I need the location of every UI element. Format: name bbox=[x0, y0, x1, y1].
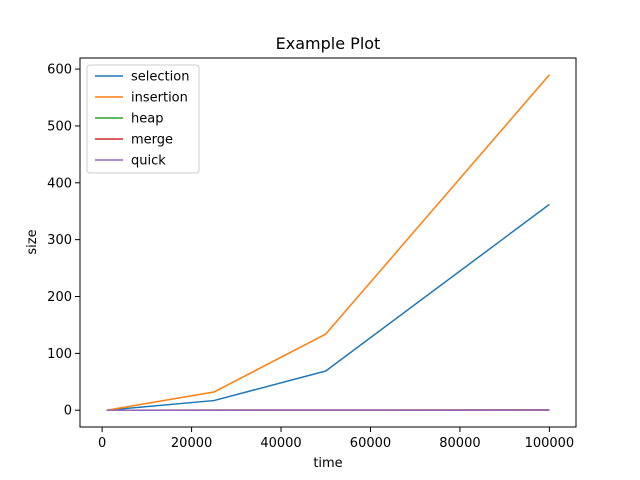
legend-label-heap: heap bbox=[131, 112, 163, 127]
x-tick-label: 40000 bbox=[260, 436, 301, 451]
legend: selection insertion heap merge quick bbox=[86, 64, 200, 174]
plot-frame bbox=[79, 57, 577, 428]
y-axis-label: size bbox=[25, 229, 40, 254]
x-tick-label: 0 bbox=[98, 436, 106, 451]
legend-label-insertion: insertion bbox=[131, 91, 188, 106]
y-tick-label: 400 bbox=[47, 176, 72, 191]
x-axis-label: time bbox=[313, 456, 342, 471]
legend-label-merge: merge bbox=[131, 133, 173, 148]
y-tick-label: 0 bbox=[64, 404, 72, 419]
x-tick-label: 20000 bbox=[171, 436, 212, 451]
y-tick-label: 300 bbox=[47, 233, 72, 248]
series-line-selection bbox=[106, 203, 550, 411]
y-tick-label: 600 bbox=[47, 63, 72, 78]
plot-lines bbox=[106, 74, 550, 411]
y-axis-ticks: 0 100 200 300 400 500 600 bbox=[47, 63, 80, 419]
x-tick-label: 60000 bbox=[350, 436, 391, 451]
x-tick-label: 100000 bbox=[525, 436, 575, 451]
y-tick-label: 500 bbox=[47, 119, 72, 134]
y-tick-label: 200 bbox=[47, 290, 72, 305]
series-line-insertion bbox=[106, 74, 550, 411]
legend-label-selection: selection bbox=[131, 70, 189, 85]
legend-box bbox=[86, 64, 200, 174]
x-tick-label: 80000 bbox=[439, 436, 480, 451]
x-axis-ticks: 0 20000 40000 60000 80000 100000 bbox=[98, 427, 574, 451]
legend-label-quick: quick bbox=[131, 154, 166, 169]
chart-title: Example Plot bbox=[276, 34, 381, 53]
y-tick-label: 100 bbox=[47, 347, 72, 362]
